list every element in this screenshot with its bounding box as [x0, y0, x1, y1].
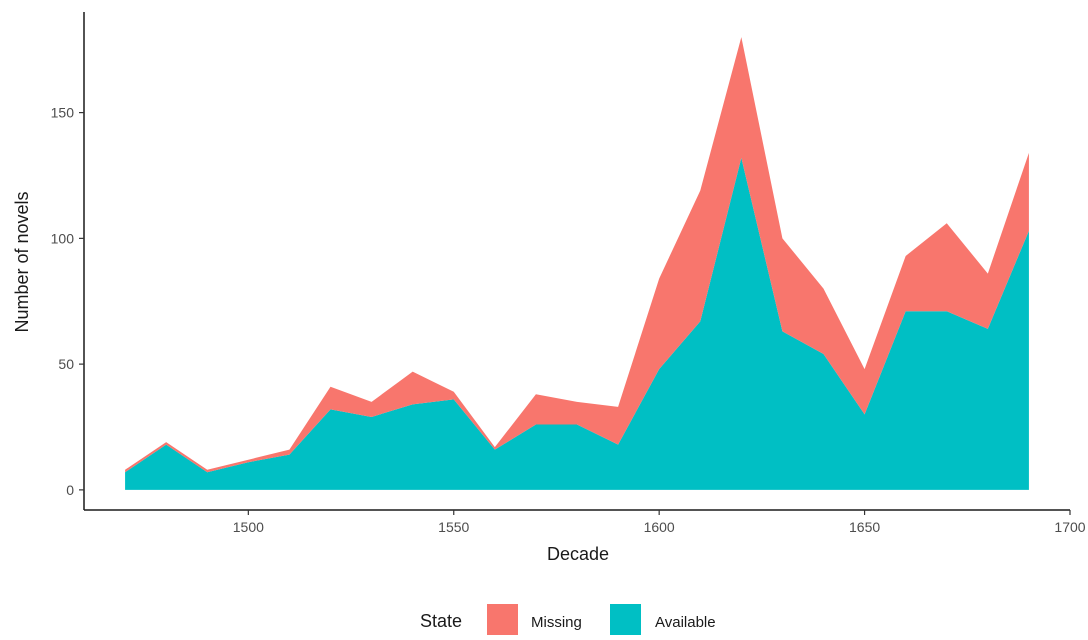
legend-label-available: Available — [655, 614, 716, 631]
legend-title: State — [420, 611, 462, 631]
x-tick-label: 1550 — [438, 519, 469, 535]
legend-swatch-available — [610, 604, 641, 635]
ticks-layer: 0 50 100 150 1500 1550 1600 1650 1700 — [51, 105, 1086, 535]
x-tick-label: 1500 — [233, 519, 264, 535]
y-tick-label: 50 — [58, 356, 74, 372]
y-tick-label: 0 — [66, 482, 74, 498]
x-tick-label: 1650 — [849, 519, 880, 535]
y-tick-label: 100 — [51, 230, 75, 246]
x-tick-label: 1700 — [1054, 519, 1085, 535]
legend: State Missing Available — [420, 604, 716, 635]
y-axis-title: Number of novels — [12, 191, 32, 332]
areas-layer — [125, 37, 1029, 490]
x-tick-label: 1600 — [644, 519, 675, 535]
legend-swatch-missing — [487, 604, 518, 635]
x-axis-title: Decade — [547, 544, 609, 564]
area-available — [125, 157, 1029, 490]
y-tick-label: 150 — [51, 105, 75, 121]
legend-label-missing: Missing — [531, 614, 582, 631]
